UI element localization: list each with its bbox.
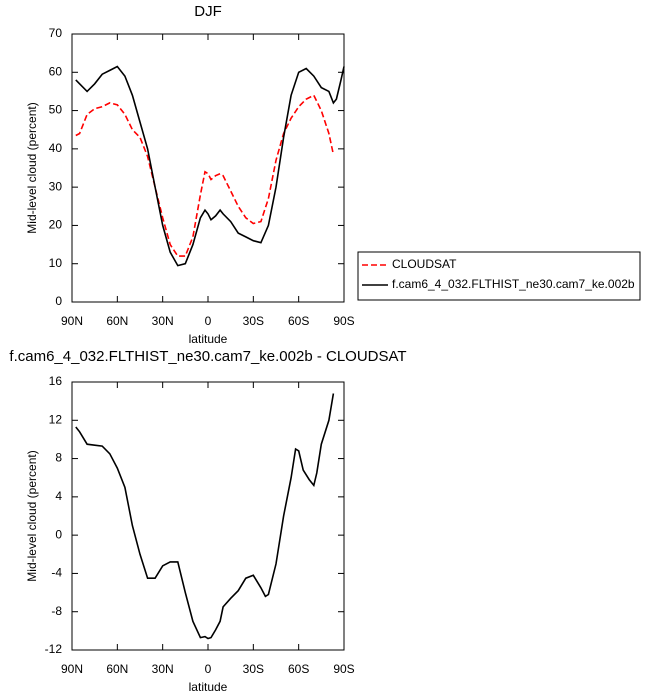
- legend-label: CLOUDSAT: [392, 257, 457, 271]
- legend-label: f.cam6_4_032.FLTHIST_ne30.cam7_ke.002b: [392, 277, 635, 291]
- y-tick-label: 16: [49, 374, 63, 388]
- y-tick-label: 20: [49, 218, 63, 232]
- data-line: [75, 65, 345, 267]
- data-line: [75, 393, 335, 640]
- y-axis-label: Mid-level cloud (percent): [25, 450, 39, 581]
- x-axis-label: latitude: [189, 332, 228, 346]
- x-tick-label: 30N: [152, 662, 174, 676]
- y-tick-label: 50: [49, 103, 63, 117]
- chart-title: DJF: [194, 3, 222, 20]
- chart-title: f.cam6_4_032.FLTHIST_ne30.cam7_ke.002b -…: [9, 348, 406, 365]
- x-tick-label: 30N: [152, 314, 174, 328]
- y-tick-label: 0: [55, 294, 62, 308]
- x-tick-label: 90N: [61, 662, 83, 676]
- x-tick-label: 60S: [288, 662, 309, 676]
- x-tick-label: 60N: [106, 662, 128, 676]
- y-tick-label: -4: [51, 566, 62, 580]
- plot-frame: [71, 33, 345, 303]
- y-tick-label: 0: [55, 527, 62, 541]
- y-tick-label: 60: [49, 64, 63, 78]
- x-tick-label: 0: [205, 662, 212, 676]
- x-tick-label: 0: [205, 314, 212, 328]
- data-line: [75, 94, 335, 257]
- y-tick-label: 30: [49, 179, 63, 193]
- x-tick-label: 90S: [333, 314, 354, 328]
- y-tick-label: -8: [51, 604, 62, 618]
- x-tick-label: 30S: [243, 662, 264, 676]
- y-axis-label: Mid-level cloud (percent): [25, 102, 39, 233]
- x-tick-label: 60S: [288, 314, 309, 328]
- y-tick-label: 4: [55, 489, 62, 503]
- x-tick-label: 90S: [333, 662, 354, 676]
- y-tick-label: 40: [49, 141, 63, 155]
- x-tick-label: 90N: [61, 314, 83, 328]
- y-tick-label: 70: [49, 26, 63, 40]
- legend-box: [357, 251, 641, 301]
- y-tick-label: 8: [55, 451, 62, 465]
- y-tick-label: -12: [45, 642, 63, 656]
- x-tick-label: 60N: [106, 314, 128, 328]
- y-tick-label: 12: [49, 412, 63, 426]
- plot-frame: [71, 381, 345, 651]
- x-axis-label: latitude: [189, 680, 228, 694]
- x-tick-label: 30S: [243, 314, 264, 328]
- y-tick-label: 10: [49, 256, 63, 270]
